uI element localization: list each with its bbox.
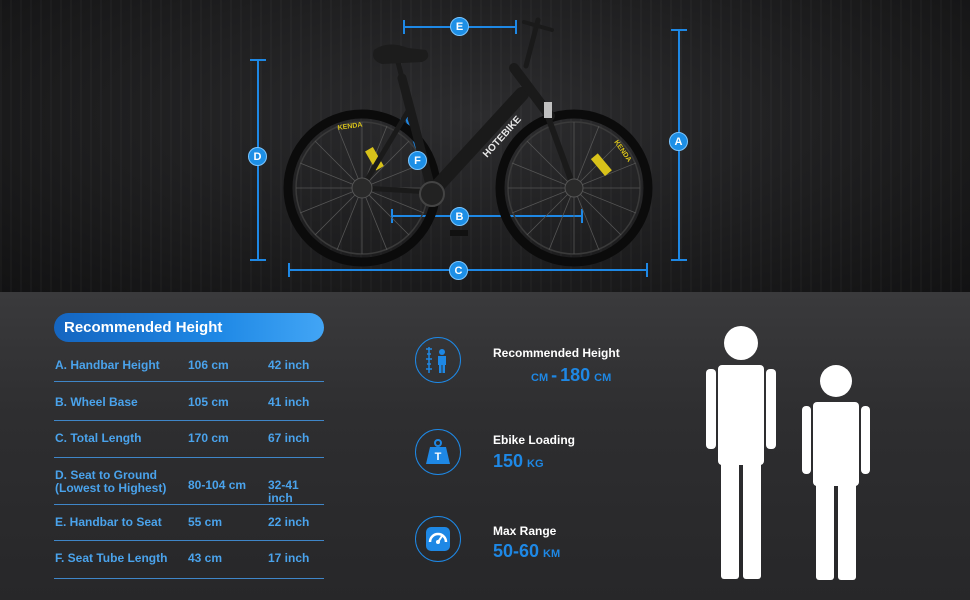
tall-person-icon [706, 326, 776, 579]
range-unit: KM [543, 548, 561, 560]
height-ruler-icon [415, 337, 461, 383]
loading-title: Ebike Loading [493, 433, 576, 447]
spec-value-cm: 106 cm [188, 358, 229, 372]
short-person-icon [802, 365, 870, 580]
spec-value-inch: 41 inch [268, 395, 310, 409]
spec-label: D. Seat to Ground (Lowest to Highest) [55, 468, 167, 495]
spec-value-cm: 170 cm [188, 431, 229, 445]
tire-brand-rear: KENDA [337, 122, 363, 132]
dimension-badge-b: B [450, 207, 469, 226]
height-number: 180 [560, 365, 591, 385]
dimension-badge-c: C [449, 261, 468, 280]
spec-label: F. Seat Tube Length [55, 551, 168, 565]
spec-value-cm: 55 cm [188, 515, 223, 529]
height-separator: - [551, 365, 558, 385]
table-row: D. Seat to Ground (Lowest to Highest) 80… [54, 458, 324, 505]
table-row: E. Handbar to Seat 55 cm 22 inch [54, 505, 324, 541]
table-row: C. Total Length 170 cm 67 inch [54, 421, 324, 458]
weight-icon: T [415, 429, 461, 475]
height-title: Recommended Height [493, 346, 620, 360]
dimension-badge-d: D [248, 147, 267, 166]
spec-label: A. Handbar Height [55, 358, 160, 372]
speedometer-icon [415, 516, 461, 562]
table-row: B. Wheel Base 105 cm 41 inch [54, 382, 324, 421]
bike-dimension-panel: KENDA KENDA HOTEBIKE E A D F [0, 0, 970, 292]
range-value: 50-60 KM [493, 541, 560, 562]
dimension-badge-f: F [408, 151, 427, 170]
loading-number: 150 [493, 451, 524, 471]
spec-value-cm: 80-104 cm [188, 478, 247, 492]
spec-label: C. Total Length [55, 431, 142, 445]
dimension-badge-a: A [669, 132, 688, 151]
spec-value-cm: 43 cm [188, 551, 223, 565]
height-unit-left: CM [531, 372, 549, 384]
spec-value-inch: 42 inch [268, 358, 310, 372]
spec-label: E. Handbar to Seat [55, 515, 162, 529]
spec-value-inch: 67 inch [268, 431, 310, 445]
table-row: A. Handbar Height 106 cm 42 inch [54, 348, 324, 382]
loading-unit: KG [527, 458, 544, 470]
spec-value-inch: 17 inch [268, 551, 310, 565]
height-unit-right: CM [594, 372, 612, 384]
spec-value-cm: 105 cm [188, 395, 229, 409]
dimension-badge-e: E [450, 17, 469, 36]
spec-value-inch: 32-41 inch [268, 478, 299, 505]
dimension-lines [250, 20, 687, 277]
range-number: 50-60 [493, 541, 540, 561]
height-value: CM -180 CM [531, 365, 611, 386]
spec-label: B. Wheel Base [55, 395, 138, 409]
spec-value-inch: 22 inch [268, 515, 310, 529]
table-row: F. Seat Tube Length 43 cm 17 inch [54, 541, 324, 579]
loading-value: 150 KG [493, 451, 544, 472]
range-title: Max Range [493, 524, 557, 538]
ebike-illustration: KENDA KENDA HOTEBIKE [283, 17, 653, 267]
weight-icon-letter: T [435, 451, 442, 463]
table-title: Recommended Height [54, 313, 324, 342]
